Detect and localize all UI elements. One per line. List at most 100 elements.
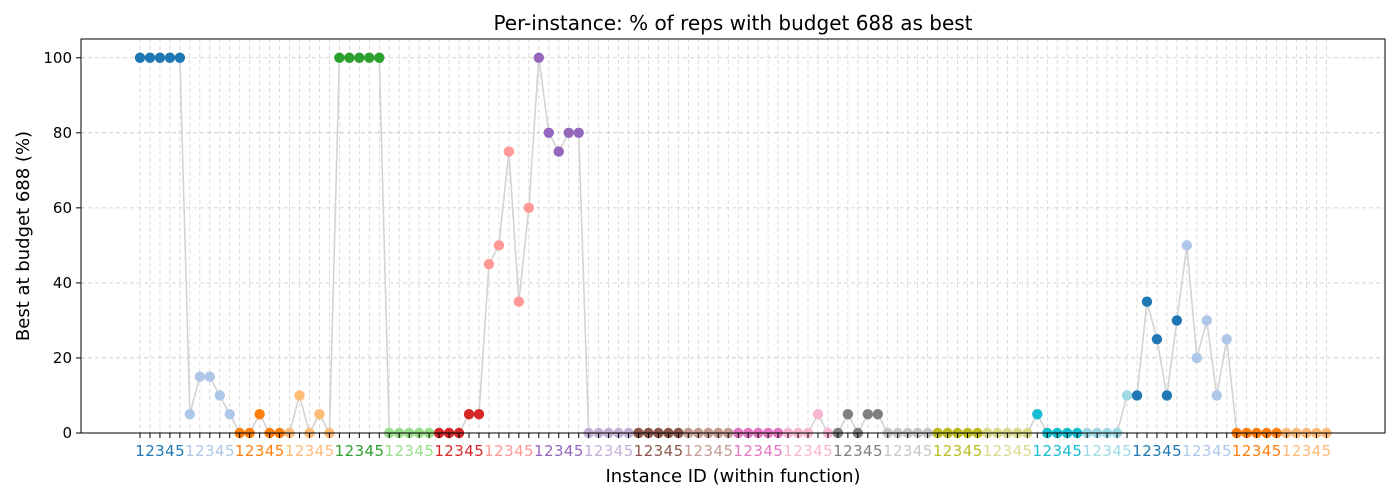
- y-tick-label: 60: [53, 199, 72, 217]
- x-tick-label: 2: [195, 442, 205, 460]
- x-tick-label: 5: [275, 442, 285, 460]
- x-tick-label: 3: [305, 442, 315, 460]
- x-tick-label: 4: [365, 442, 375, 460]
- data-point: [563, 127, 574, 139]
- data-point: [543, 127, 554, 139]
- x-tick-label: 4: [614, 442, 624, 460]
- data-point: [314, 409, 325, 420]
- x-tick-label: 5: [175, 442, 185, 460]
- x-tick-label: 4: [1212, 442, 1222, 460]
- x-tick-label: 3: [404, 442, 414, 460]
- x-tick-label: 2: [694, 442, 704, 460]
- x-tick-label: 1: [185, 442, 195, 460]
- x-tick-label: 2: [145, 442, 155, 460]
- data-point: [194, 371, 206, 382]
- data-point: [473, 409, 485, 420]
- x-tick-label: 4: [1312, 442, 1322, 460]
- x-tick-label: 2: [843, 442, 853, 460]
- chart-title: Per-instance: % of reps with budget 688 …: [493, 11, 972, 35]
- x-tick-label: 1: [1033, 442, 1043, 460]
- data-point: [1121, 390, 1133, 401]
- x-tick-label: 5: [624, 442, 634, 460]
- x-tick-label: 5: [973, 442, 983, 460]
- x-tick-label: 1: [235, 442, 245, 460]
- data-point: [812, 409, 824, 420]
- x-tick-label: 1: [1182, 442, 1192, 460]
- data-point: [1221, 333, 1232, 345]
- x-tick-label: 1: [484, 442, 494, 460]
- x-tick-label: 3: [1003, 442, 1013, 460]
- x-tick-label: 2: [993, 442, 1003, 460]
- x-tick-label: 5: [773, 442, 783, 460]
- x-tick-label: 3: [1202, 442, 1212, 460]
- data-point: [134, 52, 146, 63]
- data-point: [1131, 390, 1143, 401]
- data-point: [553, 146, 564, 157]
- x-tick-label: 2: [394, 442, 404, 460]
- data-point: [154, 52, 166, 63]
- x-tick-label: 1: [285, 442, 295, 460]
- x-tick-label: 1: [434, 442, 444, 460]
- data-point: [374, 52, 385, 63]
- x-tick-label: 2: [893, 442, 903, 460]
- x-tick-label: 5: [923, 442, 933, 460]
- x-tick-label: 5: [574, 442, 584, 460]
- x-tick-label: 2: [544, 442, 554, 460]
- x-tick-label: 3: [604, 442, 614, 460]
- x-tick-label: 1: [534, 442, 544, 460]
- x-tick-label: 1: [733, 442, 743, 460]
- x-tick-label: 2: [245, 442, 255, 460]
- x-tick-label: 5: [1222, 442, 1232, 460]
- data-point: [1141, 296, 1153, 307]
- x-tick-label: 4: [963, 442, 973, 460]
- x-tick-label: 3: [205, 442, 215, 460]
- data-point: [872, 409, 883, 420]
- x-tick-label: 4: [265, 442, 275, 460]
- x-tick-label: 2: [1142, 442, 1152, 460]
- x-tick-label: 4: [215, 442, 225, 460]
- x-tick-label: 3: [504, 442, 514, 460]
- data-point: [533, 52, 544, 63]
- x-tick-label: 3: [255, 442, 265, 460]
- data-point: [842, 409, 854, 420]
- x-tick-label: 3: [554, 442, 564, 460]
- x-tick-label: 5: [1072, 442, 1082, 460]
- data-point: [513, 296, 525, 307]
- x-tick-label: 2: [1042, 442, 1052, 460]
- data-point: [254, 409, 265, 420]
- data-point: [1151, 333, 1163, 345]
- data-points: [134, 52, 1332, 439]
- y-axis-ticks: 0 20 40 60 80 100: [43, 49, 81, 442]
- x-tick-label: 5: [424, 442, 434, 460]
- x-tick-label: 5: [823, 442, 833, 460]
- data-point: [294, 390, 305, 401]
- x-tick-label: 4: [763, 442, 773, 460]
- x-tick-label: 4: [564, 442, 574, 460]
- x-tick-label: 4: [913, 442, 923, 460]
- x-tick-label: 3: [704, 442, 714, 460]
- x-tick-label: 5: [723, 442, 733, 460]
- y-tick-label: 80: [53, 124, 72, 142]
- x-tick-label: 5: [1272, 442, 1282, 460]
- x-tick-label: 1: [335, 442, 345, 460]
- x-tick-label: 2: [1092, 442, 1102, 460]
- x-tick-label: 2: [345, 442, 355, 460]
- x-tick-label: 5: [1023, 442, 1033, 460]
- x-tick-label: 2: [743, 442, 753, 460]
- x-tick-label: 1: [833, 442, 843, 460]
- x-tick-label: 3: [654, 442, 664, 460]
- x-tick-label: 3: [903, 442, 913, 460]
- x-tick-label: 1: [883, 442, 893, 460]
- x-tick-label: 2: [943, 442, 953, 460]
- grid-lines: [81, 39, 1385, 434]
- y-tick-label: 100: [43, 49, 72, 67]
- x-tick-label: 4: [1112, 442, 1122, 460]
- x-tick-label: 3: [1252, 442, 1262, 460]
- data-point: [1201, 315, 1212, 326]
- x-tick-label: 4: [713, 442, 723, 460]
- x-tick-label: 4: [1062, 442, 1072, 460]
- data-point: [483, 258, 495, 270]
- data-point: [1032, 409, 1043, 420]
